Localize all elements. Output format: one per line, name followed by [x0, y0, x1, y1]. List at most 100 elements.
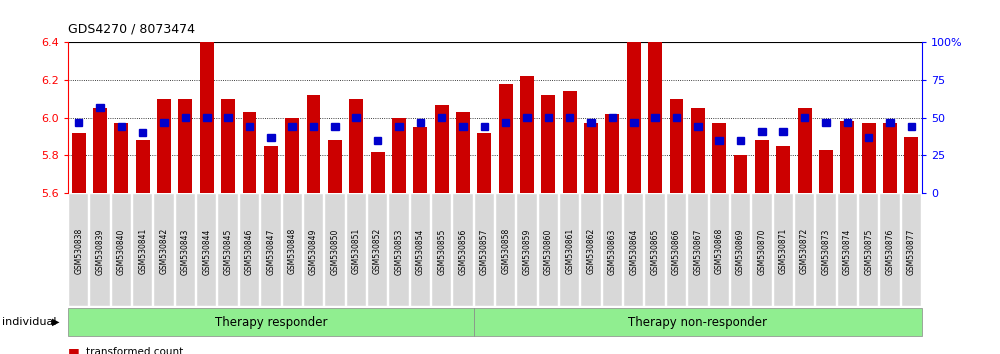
Text: GDS4270 / 8073474: GDS4270 / 8073474 [68, 22, 195, 35]
Text: GSM530845: GSM530845 [224, 228, 233, 275]
Text: GSM530877: GSM530877 [907, 228, 916, 275]
Text: GSM530865: GSM530865 [651, 228, 660, 275]
Bar [114, 123, 128, 193]
Text: Therapy responder: Therapy responder [215, 316, 327, 329]
Bar [285, 118, 299, 193]
Bar [627, 0, 641, 193]
Bar [819, 150, 833, 193]
Text: individual: individual [2, 317, 56, 327]
Bar [545, 114, 552, 121]
Bar [307, 95, 320, 193]
Bar [715, 137, 723, 144]
Text: GSM530863: GSM530863 [608, 228, 617, 275]
Bar [673, 114, 680, 121]
Bar [801, 114, 808, 121]
Text: GSM530856: GSM530856 [458, 228, 467, 275]
Bar [136, 140, 150, 193]
Text: GSM530857: GSM530857 [480, 228, 489, 275]
Bar [392, 118, 406, 193]
Bar [459, 123, 467, 130]
Bar [264, 146, 278, 193]
Text: GSM530859: GSM530859 [523, 228, 532, 275]
Bar [178, 99, 192, 193]
Text: GSM530864: GSM530864 [629, 228, 638, 275]
Bar [734, 155, 747, 193]
Bar [670, 99, 683, 193]
Text: GSM530871: GSM530871 [779, 228, 788, 274]
Bar [520, 76, 534, 193]
Bar [413, 127, 427, 193]
Bar [96, 104, 104, 110]
Bar [523, 114, 531, 121]
Bar [862, 123, 876, 193]
Bar [438, 114, 445, 121]
Text: GSM530855: GSM530855 [437, 228, 446, 275]
Bar [224, 114, 232, 121]
Bar [200, 42, 214, 193]
Bar [349, 99, 363, 193]
Text: Therapy non-responder: Therapy non-responder [628, 316, 767, 329]
Bar [477, 133, 491, 193]
Text: GSM530870: GSM530870 [757, 228, 766, 275]
Bar [694, 123, 702, 130]
Bar [93, 108, 107, 193]
Text: GSM530868: GSM530868 [715, 228, 724, 274]
Text: GSM530850: GSM530850 [330, 228, 339, 275]
Bar [139, 129, 146, 136]
Bar [456, 112, 470, 193]
Bar [584, 123, 598, 193]
Text: GSM530843: GSM530843 [181, 228, 190, 275]
Bar [776, 146, 790, 193]
Bar [566, 114, 573, 121]
Text: GSM530842: GSM530842 [160, 228, 169, 274]
Bar [737, 137, 744, 144]
Text: GSM530841: GSM530841 [138, 228, 147, 274]
Bar [840, 121, 854, 193]
Bar [331, 123, 339, 130]
Text: GSM530851: GSM530851 [352, 228, 361, 274]
Bar [310, 123, 317, 130]
Text: GSM530848: GSM530848 [288, 228, 297, 274]
Text: GSM530867: GSM530867 [693, 228, 702, 275]
Bar [499, 84, 513, 193]
Bar [755, 140, 769, 193]
Text: GSM530847: GSM530847 [266, 228, 275, 275]
Bar [605, 114, 619, 193]
Text: GSM530853: GSM530853 [394, 228, 403, 275]
Text: ▶: ▶ [52, 317, 60, 327]
Bar [886, 119, 894, 126]
Text: GSM530862: GSM530862 [587, 228, 596, 274]
Bar [630, 119, 638, 126]
Bar [371, 152, 385, 193]
Bar [587, 119, 595, 126]
Text: GSM530858: GSM530858 [501, 228, 510, 274]
Text: GSM530874: GSM530874 [843, 228, 852, 275]
Text: GSM530854: GSM530854 [416, 228, 425, 275]
Bar [75, 119, 82, 126]
Bar [435, 104, 449, 193]
Bar [779, 128, 787, 135]
Text: GSM530852: GSM530852 [373, 228, 382, 274]
Bar [865, 134, 872, 141]
Bar [246, 123, 253, 130]
Text: GSM530846: GSM530846 [245, 228, 254, 275]
Bar [243, 112, 256, 193]
Bar [822, 119, 830, 126]
Text: ■: ■ [68, 346, 80, 354]
Bar [182, 114, 189, 121]
Bar [160, 119, 168, 126]
Bar [691, 108, 705, 193]
Bar [221, 99, 235, 193]
Bar [157, 99, 171, 193]
Bar [563, 91, 577, 193]
Bar [758, 128, 766, 135]
Bar [374, 137, 381, 144]
Bar [328, 140, 342, 193]
Text: GSM530875: GSM530875 [864, 228, 873, 275]
Bar [798, 108, 812, 193]
Bar [118, 123, 125, 130]
Text: GSM530860: GSM530860 [544, 228, 553, 275]
Bar [883, 123, 897, 193]
Bar [203, 114, 211, 121]
Bar [541, 95, 555, 193]
